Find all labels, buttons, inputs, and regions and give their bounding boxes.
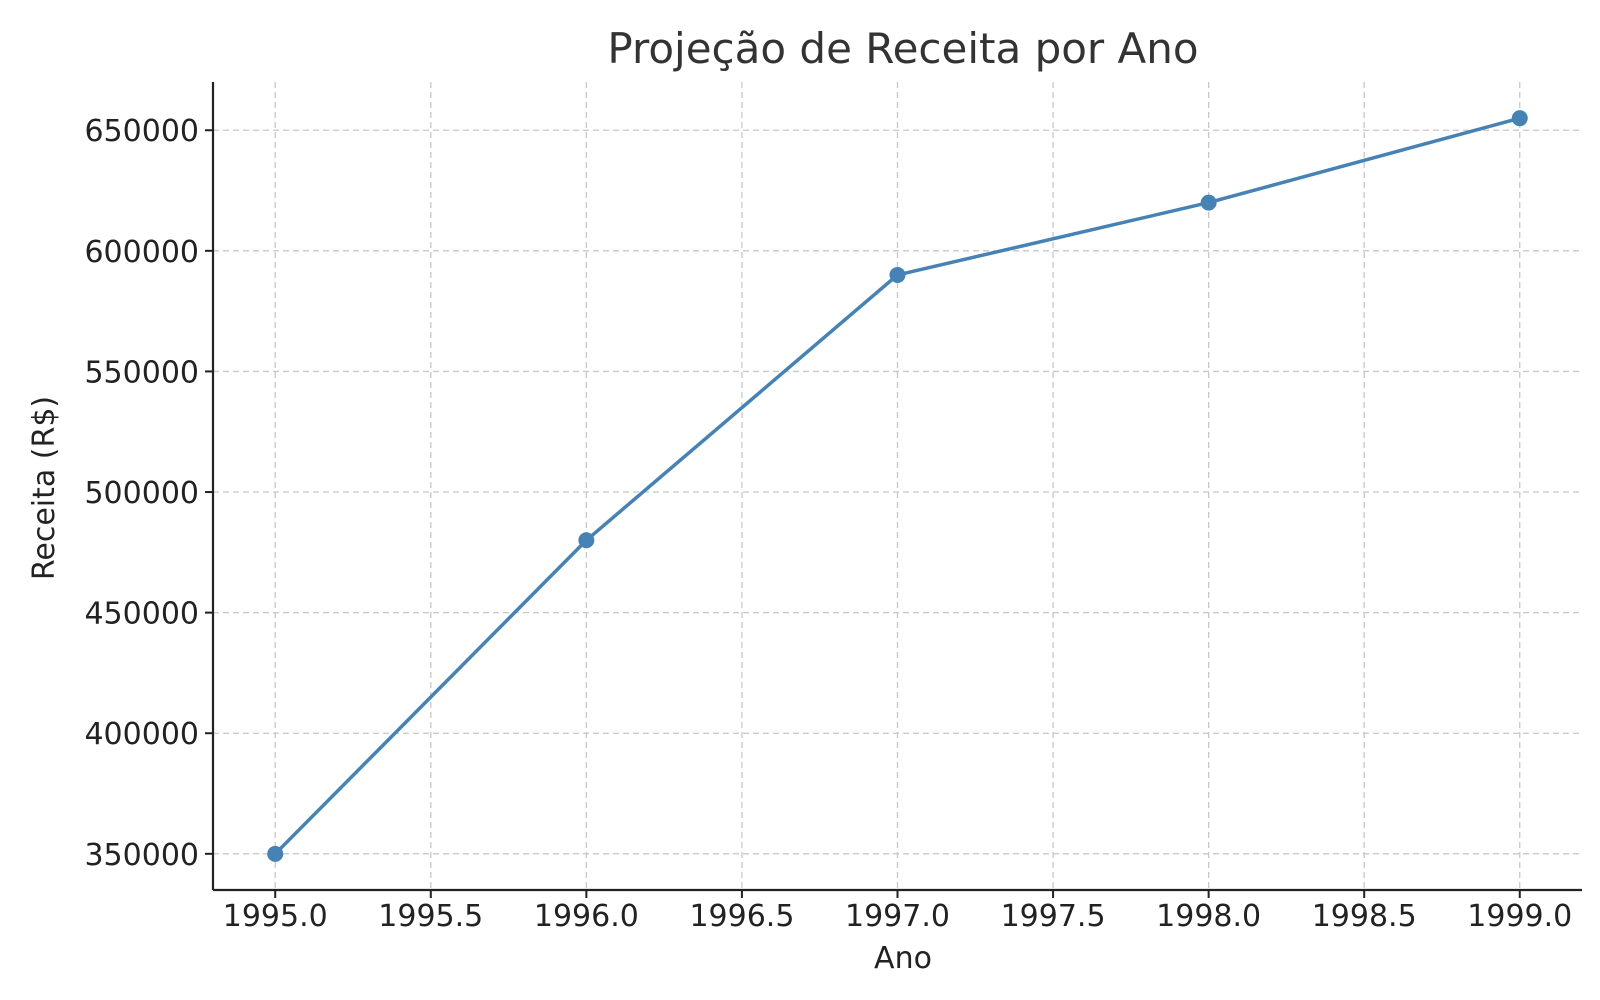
data-point	[267, 845, 284, 862]
x-tick-label: 1997.5	[1001, 899, 1106, 934]
y-tick-label: 650000	[84, 114, 199, 149]
data-point	[578, 532, 595, 549]
x-axis-ticks: 1995.0 1995.5 1996.0 1996.5 1997.0 1997.5 1998…	[223, 890, 1572, 934]
data-point	[889, 266, 906, 283]
x-tick-label: 1995.5	[378, 899, 483, 934]
grid	[213, 82, 1582, 890]
x-tick-label: 1995.0	[223, 899, 328, 934]
data-point	[1200, 194, 1217, 211]
y-axis-ticks: 350000 400000 450000 500000 550000 600000 6500…	[84, 114, 213, 873]
y-tick-label: 400000	[84, 717, 199, 752]
y-tick-label: 550000	[84, 355, 199, 390]
x-tick-label: 1998.5	[1312, 899, 1417, 934]
data-point	[1511, 110, 1528, 127]
x-tick-label: 1996.0	[534, 899, 639, 934]
chart-title: Projeção de Receita por Ano	[607, 24, 1198, 73]
y-tick-label: 450000	[84, 597, 199, 632]
series-layer	[267, 110, 1528, 862]
x-axis-label: Ano	[874, 941, 932, 976]
x-tick-label: 1998.0	[1156, 899, 1261, 934]
y-axis-label: Receita (R$)	[27, 396, 62, 580]
y-tick-label: 600000	[84, 235, 199, 270]
x-tick-label: 1999.0	[1467, 899, 1572, 934]
y-tick-label: 500000	[84, 476, 199, 511]
y-tick-label: 350000	[84, 838, 199, 873]
x-tick-label: 1996.5	[689, 899, 794, 934]
x-tick-label: 1997.0	[845, 899, 950, 934]
